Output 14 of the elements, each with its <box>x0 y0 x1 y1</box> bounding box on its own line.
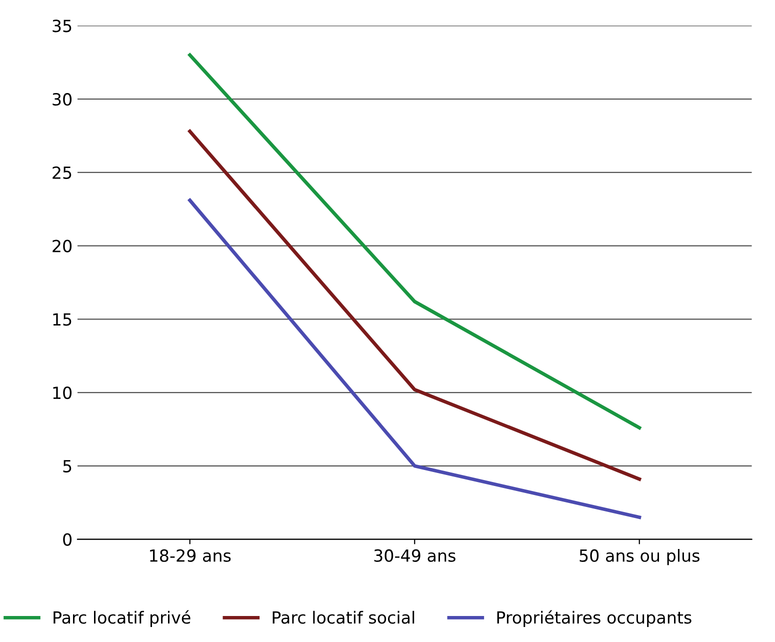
legend-label: Propriétaires occupants <box>497 610 692 627</box>
x-tick-label: 50 ans ou plus <box>580 549 700 566</box>
x-tick-label: 18-29 ans <box>150 549 231 562</box>
legend-label: Parc locatif social <box>272 610 414 624</box>
legend-label: Parc locatif privé <box>54 610 190 627</box>
y-tick-label: 10 <box>53 386 72 400</box>
y-tick-label: 30 <box>52 93 72 106</box>
y-tick-label: 5 <box>63 460 72 472</box>
y-tick-label: 0 <box>63 533 72 546</box>
y-tick-label: 35 <box>52 20 72 32</box>
x-tick-label: 30-49 ans <box>374 549 456 562</box>
y-tick-label: 25 <box>52 166 72 179</box>
y-tick-label: 20 <box>52 240 72 252</box>
y-tick-label: 15 <box>53 313 72 326</box>
